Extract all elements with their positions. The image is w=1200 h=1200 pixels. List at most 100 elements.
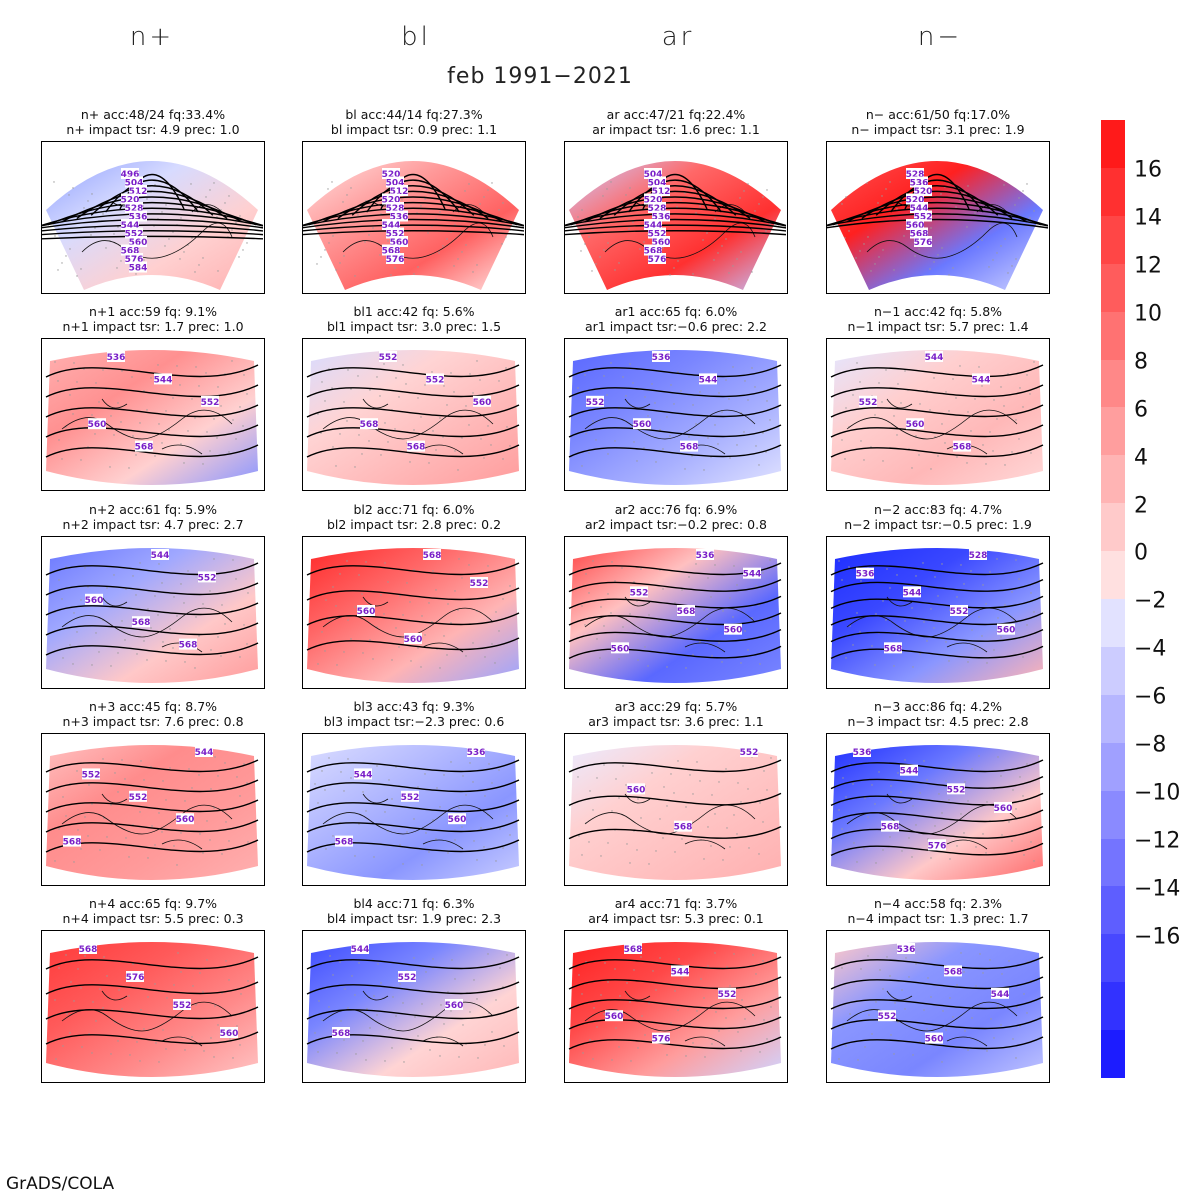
svg-text:552: 552 [201,398,220,408]
contour-label: 544 [382,219,401,231]
contour-line [306,759,520,773]
map-plot: 544 552 552 560 568 [45,745,259,880]
svg-text:576: 576 [126,973,145,983]
svg-text:512: 512 [390,187,409,197]
map-plot: 528 536 544 552 560 568 [830,548,1044,683]
contour-lines [830,562,1044,659]
footer-credit: GrADS/COLA [6,1174,115,1194]
colorbar-swatch [1101,790,1125,839]
panel-title-line2: bl4 impact tsr: 1.9 prec: 2.3 [326,911,502,926]
contour-label: 528 [969,549,988,561]
contour-line [45,424,259,438]
contour-label: 560 [357,605,375,617]
contour-lines [306,364,520,458]
colorbar-swatch [1101,982,1125,1031]
contour-lines [565,173,786,236]
contour-label: 552 [201,395,220,408]
contour-lines [45,364,259,458]
svg-text:536: 536 [107,353,126,363]
contour-line [45,779,259,793]
contour-label: 552 [125,227,143,240]
panel-title-line1: n+3 acc:45 fq: 8.7% [88,699,218,714]
contour-label: 544 [991,987,1010,1000]
contour-label: 552 [198,571,216,583]
contour-label: 568 [132,616,151,628]
contour-label: 568 [674,820,692,833]
contour-label: 552 [379,351,397,363]
contour-line [306,819,520,833]
contour-line [827,213,1048,227]
contour-label: 520 [121,193,139,206]
contour-line [45,799,259,813]
contour-label: 560 [652,236,670,248]
colorbar-swatch [1101,551,1125,600]
contour-label: 552 [947,783,965,795]
svg-text:560: 560 [994,804,1013,814]
column-title-n-plus: n+ [129,22,175,52]
map-plot: 544 544 552 560 568 [830,350,1044,485]
contour-label: 552 [718,987,736,1000]
contour-lines [830,364,1044,458]
contour-label: 552 [630,586,649,598]
svg-text:576: 576 [386,255,405,265]
panel-title-line2: bl2 impact tsr: 2.8 prec: 0.2 [326,517,502,532]
contour-label: 568 [360,418,378,430]
svg-text:552: 552 [950,607,969,617]
panel-title-line2: bl1 impact tsr: 3.0 prec: 1.5 [326,319,502,334]
contour-line [45,1006,259,1020]
anomaly-field [831,161,1043,290]
svg-text:568: 568 [953,443,972,453]
contour-label: 568 [884,642,902,654]
svg-text:520: 520 [644,196,663,206]
contour-label: 568 [63,835,81,848]
contour-line [306,637,520,651]
contour-line [830,629,1044,643]
panel-title-line1: n+2 acc:61 fq: 5.9% [88,502,218,517]
panel-title-line2: n+ impact tsr: 4.9 prec: 1.0 [66,122,240,137]
contour-label: 504 [644,168,662,180]
contour-label: 544 [925,351,943,363]
panel-title-line1: n−1 acc:42 fq: 5.8% [873,304,1003,319]
svg-text:528: 528 [906,170,925,180]
anomaly-field [569,350,781,485]
contour-line [306,981,520,995]
contour-line [306,1031,520,1045]
contour-line [568,404,782,418]
column-title-ar: ar [661,22,695,52]
contour-line [827,207,1048,227]
svg-text:544: 544 [382,221,401,231]
svg-text:552: 552 [630,588,649,598]
colorbar-tick-label: −4 [1134,636,1167,662]
contour-line [45,384,259,398]
panel-title-line2: n+3 impact tsr: 7.6 prec: 0.8 [62,714,244,729]
contour-line [568,612,782,626]
contour-label: 536 [696,549,714,561]
contour-line [830,579,1044,593]
map-panel: 504 504 512 520 528 536 544 552 560 568 576 [564,141,788,294]
contour-line [303,218,524,229]
contour-label: 504 [125,176,143,189]
svg-text:568: 568 [132,618,151,628]
panel-title: bl4 acc:71 fq: 6.3% bl4 impact tsr: 1.9 p… [284,896,544,926]
contour-label: 576 [126,971,145,983]
svg-text:560: 560 [997,626,1016,636]
contour-line [308,202,518,226]
contour-label: 552 [401,790,419,803]
contour-lines [827,173,1048,229]
map-panel: 568 552 560 560 [302,536,526,689]
svg-text:528: 528 [969,551,988,561]
colorbar-swatch [1101,407,1125,456]
colorbar-tick-label: −10 [1134,780,1181,806]
contour-line [47,202,257,226]
map-plot: 536 544 552 568 560 560 [568,548,782,683]
svg-text:544: 544 [671,967,690,977]
colorbar-tick-label: 4 [1134,445,1148,471]
panel-title-line2: ar impact tsr: 1.6 prec: 1.1 [592,122,760,137]
contour-line [568,956,782,970]
contour-line [830,1036,1044,1050]
contour-line [366,179,460,213]
contour-label: 552 [426,373,444,385]
map-panel: 552 560 568 [564,733,788,886]
anomaly-field [46,942,258,1077]
svg-text:544: 544 [991,990,1010,1000]
